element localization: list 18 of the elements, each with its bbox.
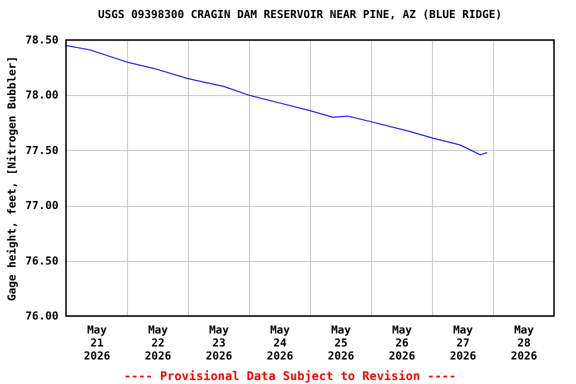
x-tick-label: May 25 2026 [328, 324, 355, 362]
x-tick-label: May 23 2026 [206, 324, 233, 362]
y-tick-label: 77.50 [25, 144, 58, 157]
chart-title: USGS 09398300 CRAGIN DAM RESERVOIR NEAR PINE, AZ (BLUE RIDGE) [98, 8, 502, 21]
line-series [66, 45, 488, 156]
x-tick-label: May 22 2026 [144, 324, 172, 362]
x-tick-label: May 24 2026 [266, 324, 294, 362]
y-tick-label: 77.00 [25, 199, 58, 212]
text: ---- Provisional Data Subject to Revision ---- [124, 369, 456, 383]
y-axis-title: Gage height, feet, [Nitrogen Bubbler] [5, 56, 18, 302]
x-tick-label: May 28 2026 [510, 324, 538, 362]
x-tick-label: May 26 2026 [388, 324, 416, 362]
y-tick-label: 78.50 [25, 34, 58, 46]
y-tick-label: 76.00 [25, 310, 58, 322]
x-tick-label: May 27 2026 [450, 324, 477, 362]
x-tick-label: May 21 2026 [84, 324, 111, 362]
y-tick-label: 78.00 [25, 88, 58, 102]
y-tick-label: 76.50 [25, 254, 58, 268]
